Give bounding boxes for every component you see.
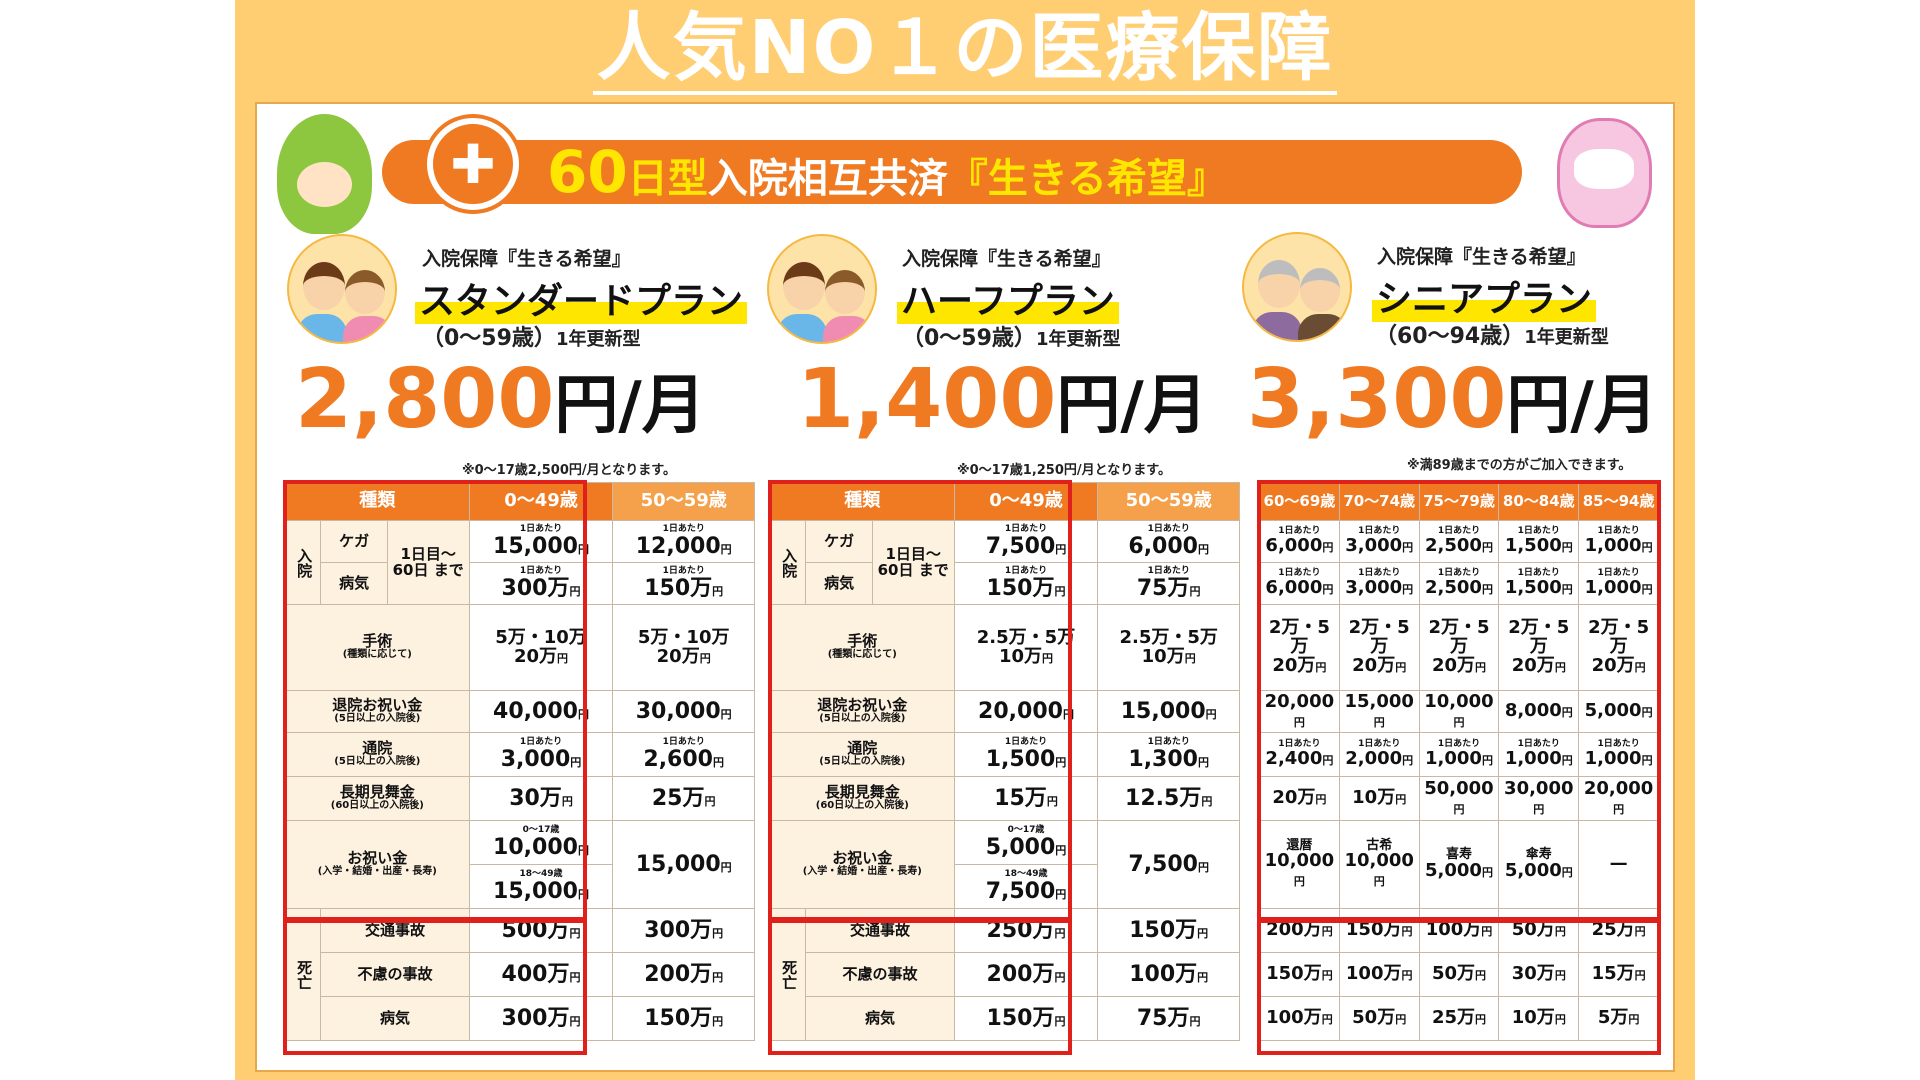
standard-plan-table: 種類 0～49歳 50～59歳 入院 ケガ 1日目～ 60日 まで 1日あたり 15,000… xyxy=(284,482,755,1041)
plan-price: 3,300円/月 xyxy=(1247,352,1658,447)
headline: 人気NO１の医療保障 xyxy=(235,4,1695,95)
right-mascot-icon xyxy=(1557,118,1652,228)
plan-subtitle: 入院保障『生きる希望』 xyxy=(902,248,1111,270)
left-mascot-icon xyxy=(277,114,372,234)
plan-age: （0～59歳）1年更新型 xyxy=(422,326,641,351)
price-note: ※満89歳までの方がご加入できます。 xyxy=(1407,458,1632,473)
half-plan-table: 種類 0～49歳 50～59歳 入院 ケガ 1日目～ 60日 まで 1日あたり 7,500円… xyxy=(769,482,1240,1041)
plan-age: （0～59歳）1年更新型 xyxy=(902,326,1121,351)
banner-title: 60日型入院相互共済『生きる希望』 xyxy=(547,138,1227,206)
plan-name: ハーフプラン xyxy=(897,272,1119,324)
plan-name: シニアプラン xyxy=(1372,270,1597,322)
price-note: ※0～17歳1,250円/月となります。 xyxy=(957,463,1171,478)
poster-background: 人気NO１の医療保障 ✚ 60日型入院相互共済『生きる希望』 入院保障『生きる希… xyxy=(235,0,1695,1080)
family-avatar xyxy=(767,234,877,344)
plan-subtitle: 入院保障『生きる希望』 xyxy=(1377,246,1586,268)
plan-name: スタンダードプラン xyxy=(415,272,748,324)
price-note: ※0～17歳2,500円/月となります。 xyxy=(462,463,676,478)
hospital-cross-icon: ✚ xyxy=(427,118,519,210)
insurance-poster: ✚ 60日型入院相互共済『生きる希望』 入院保障『生きる希望』 スタンダードプラ… xyxy=(255,102,1675,1072)
family-avatar xyxy=(287,234,397,344)
plan-price: 1,400円/月 xyxy=(797,352,1208,447)
senior-couple-avatar xyxy=(1242,232,1352,342)
plan-age: （60～94歳）1年更新型 xyxy=(1375,324,1609,349)
plan-subtitle: 入院保障『生きる希望』 xyxy=(422,248,631,270)
plan-price: 2,800円/月 xyxy=(295,352,706,447)
title-banner xyxy=(382,140,1522,204)
senior-plan-table: 60～69歳 70～74歳 75～79歳 80～84歳 85～94歳 1日あたり 6,00… xyxy=(1259,482,1659,1041)
